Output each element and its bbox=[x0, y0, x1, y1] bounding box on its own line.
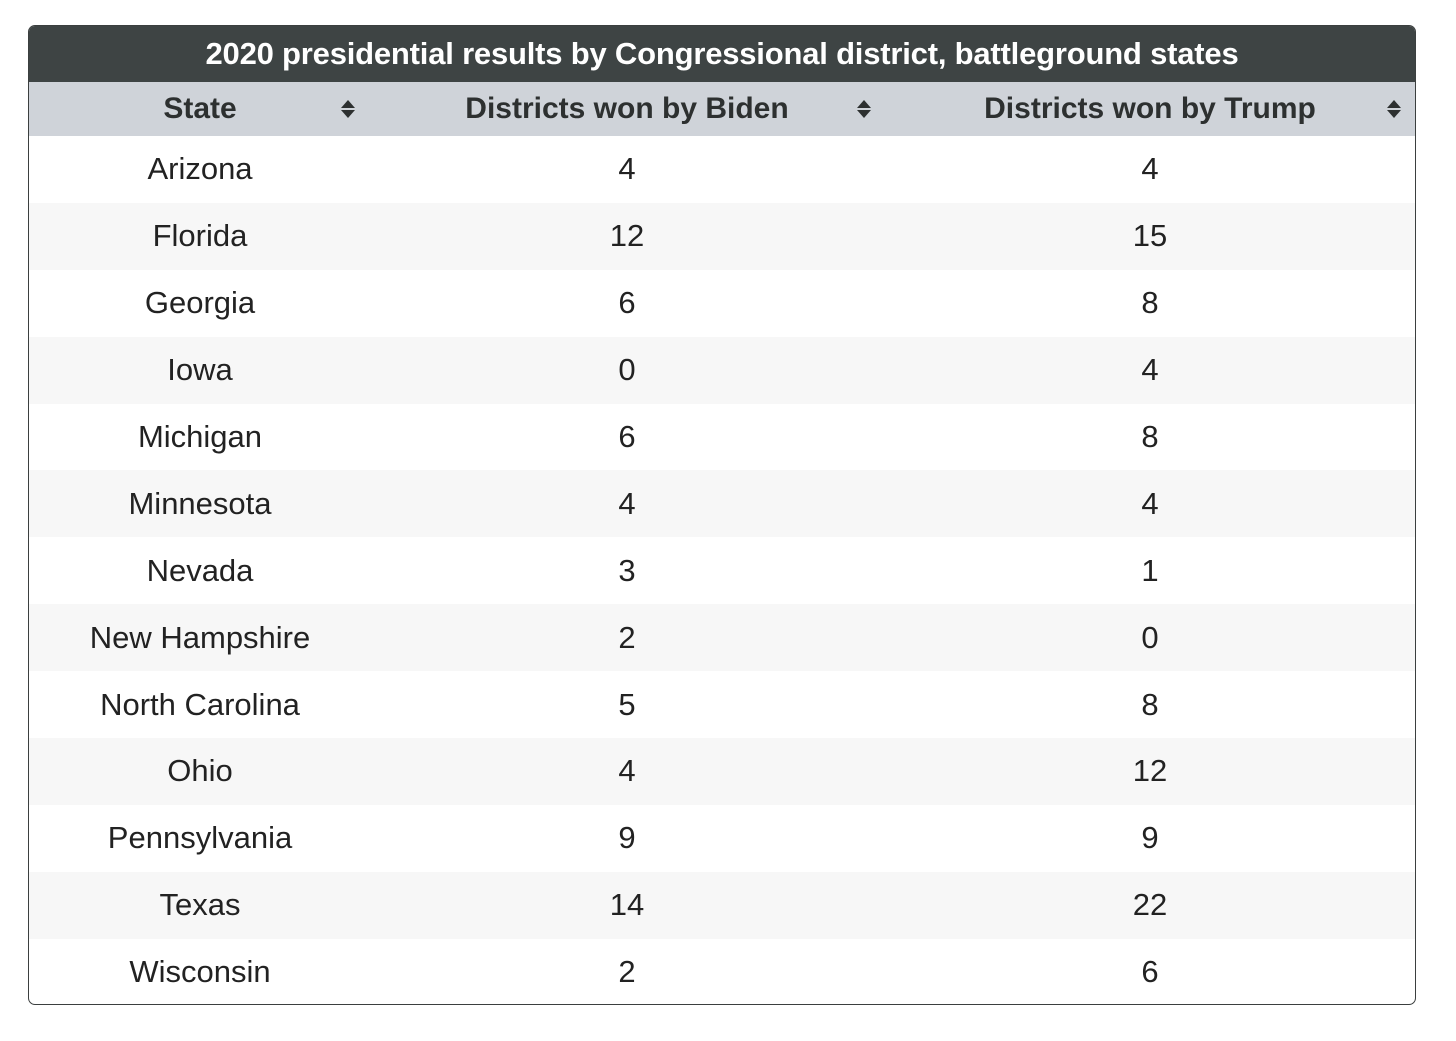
trump-districts-cell: 4 bbox=[1141, 352, 1159, 388]
state-cell: Michigan bbox=[137, 419, 263, 454]
column-header-trump[interactable]: Districts won by Trump bbox=[883, 82, 1415, 136]
column-header-biden[interactable]: Districts won by Biden bbox=[371, 82, 883, 136]
trump-districts-cell: 4 bbox=[1141, 151, 1159, 187]
table-title: 2020 presidential results by Congression… bbox=[29, 26, 1415, 82]
state-cell: Arizona bbox=[147, 151, 253, 187]
state-cell: Ohio bbox=[167, 753, 233, 789]
column-header-label: Districts won by Biden bbox=[465, 92, 789, 125]
biden-districts-cell: 3 bbox=[618, 552, 636, 588]
state-cell: Nevada bbox=[146, 552, 254, 588]
state-cell: Iowa bbox=[167, 352, 233, 388]
biden-districts-cell: 4 bbox=[618, 753, 636, 789]
trump-districts-cell: 4 bbox=[1141, 485, 1159, 521]
state-cell: New Hampshire bbox=[89, 619, 311, 655]
table-row: Wisconsin 2 6 bbox=[29, 939, 1415, 1004]
biden-districts-cell: 4 bbox=[618, 151, 636, 187]
biden-districts-cell: 2 bbox=[618, 954, 636, 990]
column-header-label: Districts won by Trump bbox=[984, 92, 1316, 125]
state-cell: Texas bbox=[159, 887, 241, 923]
biden-districts-cell: 14 bbox=[609, 887, 645, 923]
results-table: 2020 presidential results by Congression… bbox=[28, 25, 1416, 1005]
trump-districts-cell: 8 bbox=[1141, 419, 1159, 454]
table-row: Michigan 6 8 bbox=[29, 404, 1415, 471]
table-row: Iowa 0 4 bbox=[29, 336, 1415, 404]
table-row: Minnesota 4 4 bbox=[29, 470, 1415, 538]
trump-districts-cell: 12 bbox=[1132, 753, 1168, 789]
biden-districts-cell: 5 bbox=[618, 686, 636, 722]
table-row: North Carolina 5 8 bbox=[29, 671, 1415, 738]
trump-districts-cell: 8 bbox=[1141, 285, 1159, 321]
sort-updown-icon[interactable] bbox=[1386, 98, 1402, 120]
biden-districts-cell: 9 bbox=[618, 820, 636, 856]
table-row: Nevada 3 1 bbox=[29, 537, 1415, 604]
biden-districts-cell: 0 bbox=[618, 352, 636, 388]
trump-districts-cell: 8 bbox=[1141, 686, 1159, 722]
trump-districts-cell: 0 bbox=[1141, 619, 1159, 655]
biden-districts-cell: 12 bbox=[609, 218, 645, 254]
trump-districts-cell: 9 bbox=[1141, 820, 1159, 856]
biden-districts-cell: 2 bbox=[618, 619, 636, 655]
table-body: Arizona 4 4 Florida 12 15 Georgia 6 8 Iowa 0 4 Michi… bbox=[29, 136, 1415, 1004]
table-header-row: State Districts won by Biden Districts w… bbox=[29, 82, 1415, 136]
state-cell: Pennsylvania bbox=[107, 820, 293, 856]
sort-updown-icon[interactable] bbox=[856, 98, 872, 120]
trump-districts-cell: 1 bbox=[1141, 552, 1159, 588]
column-header-state[interactable]: State bbox=[29, 82, 371, 136]
table-row: Florida 12 15 bbox=[29, 202, 1415, 270]
state-cell: North Carolina bbox=[100, 686, 300, 722]
sort-updown-icon[interactable] bbox=[340, 98, 356, 120]
state-cell: Florida bbox=[152, 218, 248, 254]
state-cell: Wisconsin bbox=[129, 954, 271, 990]
state-cell: Minnesota bbox=[128, 485, 272, 521]
trump-districts-cell: 22 bbox=[1132, 887, 1168, 923]
trump-districts-cell: 6 bbox=[1141, 954, 1159, 990]
state-cell: Georgia bbox=[144, 285, 256, 321]
table-row: New Hampshire 2 0 bbox=[29, 604, 1415, 672]
table-row: Pennsylvania 9 9 bbox=[29, 805, 1415, 872]
column-header-label: State bbox=[163, 92, 237, 125]
trump-districts-cell: 15 bbox=[1132, 218, 1168, 254]
table-row: Ohio 4 12 bbox=[29, 738, 1415, 805]
table-row: Arizona 4 4 bbox=[29, 136, 1415, 203]
table-row: Texas 14 22 bbox=[29, 871, 1415, 939]
biden-districts-cell: 4 bbox=[618, 485, 636, 521]
biden-districts-cell: 6 bbox=[618, 419, 636, 454]
biden-districts-cell: 6 bbox=[618, 285, 636, 321]
table-row: Georgia 6 8 bbox=[29, 270, 1415, 337]
